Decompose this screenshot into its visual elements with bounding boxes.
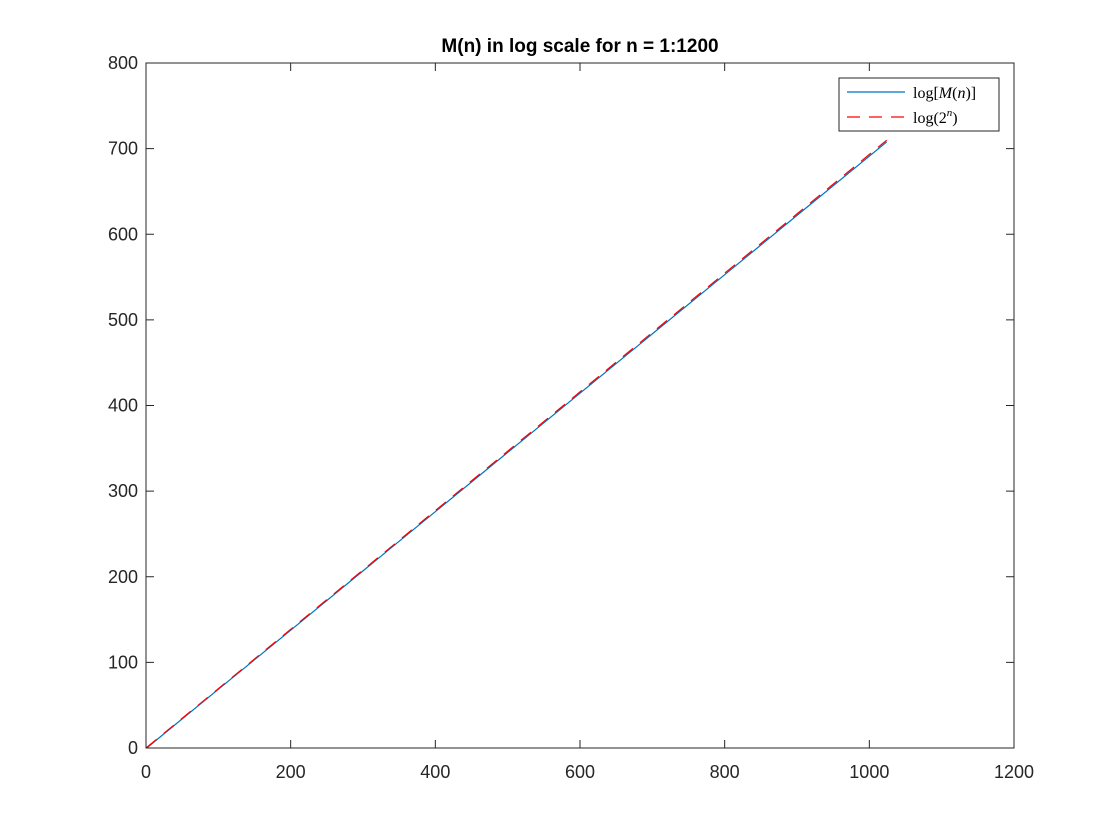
x-tick-label: 600 [565,762,595,782]
y-tick-label: 500 [108,310,138,330]
y-tick-label: 600 [108,224,138,244]
legend-label-log-2-n-part1: log(2 [913,110,947,127]
y-axis-ticks: 0 100 200 300 400 500 600 700 800 [108,53,1014,758]
series-layer [146,139,888,749]
legend-label-log-2-n-part2: n [947,107,953,119]
chart-title: M(n) in log scale for n = 1:1200 [441,36,718,57]
legend-label-log-m-n-part3: ( [952,85,957,102]
y-tick-label: 700 [108,139,138,159]
x-tick-label: 0 [141,762,151,782]
legend-label-log-m-n-part5: )] [965,85,976,102]
legend-label-log-2-n: log(2n) [913,107,958,127]
x-tick-label: 200 [276,762,306,782]
x-tick-label: 1200 [994,762,1034,782]
plot-area: 0 200 400 600 800 1000 1200 0 100 200 300 400 500 60… [108,53,1034,782]
series-line-log-2-n [146,139,888,748]
y-tick-label: 400 [108,396,138,416]
legend-label-log-m-n-part1: log[ [913,85,939,102]
y-tick-label: 100 [108,652,138,672]
x-axis-ticks: 0 200 400 600 800 1000 1200 [141,63,1034,782]
axes-box [145,62,1015,749]
y-tick-label: 300 [108,481,138,501]
legend-label-log-2-n-part3: ) [952,110,957,127]
legend-box [838,77,1000,132]
legend-label-log-m-n-part4: n [957,85,965,102]
legend: log[M(n)] log(2n) [838,77,1000,132]
y-tick-label: 200 [108,567,138,587]
x-tick-label: 1000 [849,762,889,782]
legend-label-log-m-n: log[M(n)] [913,85,976,102]
series-line-log-m-n [146,141,888,749]
y-tick-label: 0 [128,738,138,758]
x-tick-label: 800 [710,762,740,782]
legend-label-log-m-n-part2: M [938,85,954,102]
y-tick-label: 800 [108,53,138,73]
x-tick-label: 400 [420,762,450,782]
